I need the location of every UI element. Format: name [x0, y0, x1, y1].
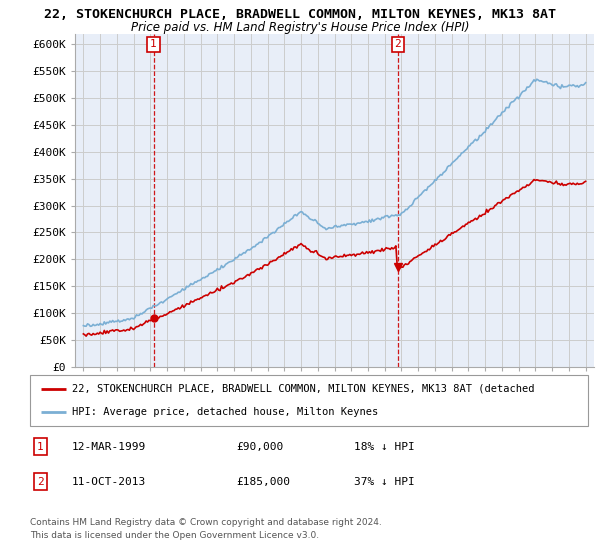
Text: This data is licensed under the Open Government Licence v3.0.: This data is licensed under the Open Gov…: [30, 531, 319, 540]
Text: HPI: Average price, detached house, Milton Keynes: HPI: Average price, detached house, Milt…: [72, 407, 378, 417]
Text: 18% ↓ HPI: 18% ↓ HPI: [353, 442, 415, 451]
Text: 22, STOKENCHURCH PLACE, BRADWELL COMMON, MILTON KEYNES, MK13 8AT (detached: 22, STOKENCHURCH PLACE, BRADWELL COMMON,…: [72, 384, 535, 394]
Text: £90,000: £90,000: [236, 442, 284, 451]
Text: Contains HM Land Registry data © Crown copyright and database right 2024.: Contains HM Land Registry data © Crown c…: [30, 519, 382, 528]
Text: 2: 2: [394, 39, 401, 49]
Text: 2: 2: [37, 477, 43, 487]
Text: £185,000: £185,000: [236, 477, 290, 487]
Text: 11-OCT-2013: 11-OCT-2013: [72, 477, 146, 487]
Text: 1: 1: [150, 39, 157, 49]
Text: 22, STOKENCHURCH PLACE, BRADWELL COMMON, MILTON KEYNES, MK13 8AT: 22, STOKENCHURCH PLACE, BRADWELL COMMON,…: [44, 8, 556, 21]
FancyBboxPatch shape: [30, 375, 588, 426]
Text: 12-MAR-1999: 12-MAR-1999: [72, 442, 146, 451]
Text: 1: 1: [37, 442, 43, 451]
Text: 37% ↓ HPI: 37% ↓ HPI: [353, 477, 415, 487]
Text: Price paid vs. HM Land Registry's House Price Index (HPI): Price paid vs. HM Land Registry's House …: [131, 21, 469, 34]
